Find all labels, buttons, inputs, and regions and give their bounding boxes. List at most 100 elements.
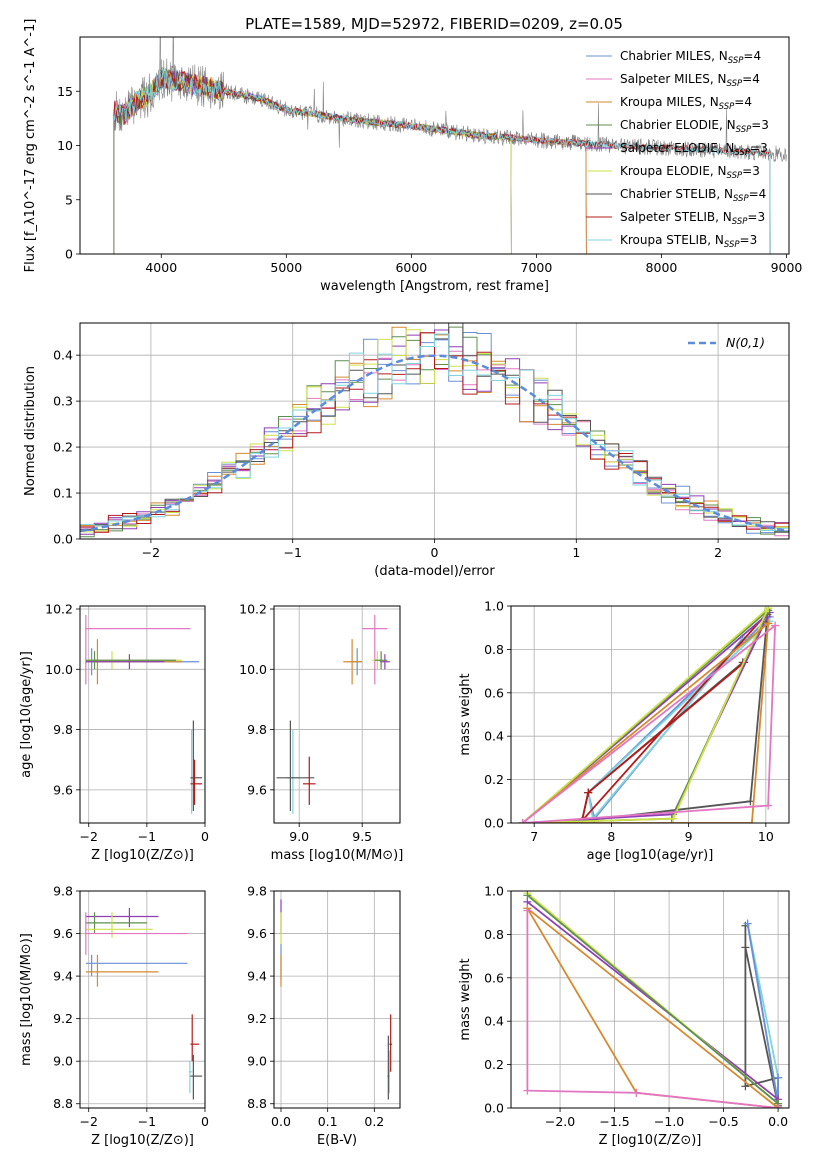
y-tick-label: 1.0 (484, 884, 504, 899)
x-tick-label: 0.0 (768, 1114, 788, 1129)
weight-line-kroupa-elodie (521, 607, 769, 823)
weight-line-salpeter-miles (526, 910, 779, 1108)
y-tick-label: 0.6 (484, 970, 504, 985)
y-tick-label: 9.4 (247, 969, 267, 984)
legend-sub: SSP (732, 217, 748, 227)
x-tick-label: 5000 (270, 260, 302, 275)
x-axis-label: mass [log10(M/M⊙)] (271, 848, 404, 863)
y-tick-label: 9.6 (53, 926, 73, 941)
x-tick-label: 2 (714, 545, 722, 560)
legend-label: Chabrier MILES, NSSP=4 (620, 49, 761, 66)
legend-sep: , N (702, 95, 719, 109)
weight-line-chabrier-miles (746, 923, 779, 1105)
weight-line-kroupa-stelib (587, 620, 771, 820)
x-axis-label: Z [log10(Z/Z⊙)] (599, 1133, 702, 1148)
legend-nssp: 4 (759, 187, 767, 201)
legend-name: Salpeter STELIB (620, 210, 715, 224)
legend-eq: = (749, 187, 759, 201)
x-tick-label: 8 (607, 829, 615, 844)
y-axis-label: age [log10(age/yr)] (19, 651, 34, 778)
axes-spectrum: 4000 5000 6000 7000 8000 9000 0 5 10 15 wavelength… (23, 19, 803, 294)
x-axis-label: (data-model)/error (374, 564, 495, 579)
x-tick-label: 10 (758, 829, 774, 844)
model-line-chabrier-elodie (113, 67, 512, 254)
legend-nssp: 3 (752, 164, 760, 178)
y-tick-label: 9.6 (247, 926, 267, 941)
legend-name: Kroupa STELIB (620, 233, 707, 247)
y-axis-label: Normed distribution (23, 366, 38, 496)
y-tick-label: 9.8 (247, 884, 267, 899)
y-tick-label: 9.2 (247, 1011, 267, 1026)
axes-frame (79, 605, 206, 824)
y-tick-label: 9.2 (53, 1011, 73, 1026)
y-tick-label: 9.6 (247, 782, 267, 797)
mass_vs_EBV-plot-area (280, 899, 393, 1100)
y-tick-label: 0.1 (53, 486, 73, 501)
y-tick-label: 0.6 (484, 685, 504, 700)
y-tick-label: 0.4 (484, 1014, 504, 1029)
x-tick-label: −1 (283, 545, 301, 560)
legend-name: Chabrier ELODIE (620, 118, 719, 132)
x-tick-label: −2 (80, 829, 98, 844)
y-tick-label: 8.8 (247, 1096, 267, 1111)
legend-nssp: 3 (761, 118, 769, 132)
legend-label: Salpeter MILES, NSSP=4 (620, 72, 760, 89)
legend-name: Chabrier STELIB (620, 187, 716, 201)
axes-age_vs_Z: −2 −1 0 9.6 9.8 10.0 10.2 Z [log10(Z/Z⊙)] age [l… (19, 602, 209, 863)
y-tick-label: 10.2 (45, 602, 73, 617)
y-tick-label: 0.2 (484, 1057, 504, 1072)
legend-nssp: 4 (744, 95, 752, 109)
y-tick-label: 15 (57, 84, 73, 99)
legend-label: N(0,1) (726, 335, 765, 350)
y-tick-label: 0.0 (484, 1101, 504, 1116)
mass_weight_vs_age-plot-area (518, 606, 780, 823)
residual-histogram-kroupa-elodie (80, 329, 789, 533)
y-tick-label: 0.3 (53, 394, 73, 409)
legend-sub: SSP (727, 171, 743, 181)
spectrum-legend: Chabrier MILES, NSSP=4 Salpeter MILES, NS… (586, 49, 769, 250)
weight-line-salpeter-miles (521, 624, 776, 823)
legend-eq: = (751, 118, 761, 132)
y-tick-label: 0 (65, 247, 73, 262)
y-tick-label: 8.8 (53, 1096, 73, 1111)
y-tick-label: 9.8 (53, 722, 73, 737)
y-axis-label: mass [log10(M/M⊙)] (19, 933, 34, 1066)
legend-sep: , N (707, 233, 724, 247)
legend-sep: , N (716, 187, 733, 201)
legend-nssp: 3 (757, 210, 765, 224)
x-axis-label: wavelength [Angstrom, rest frame] (320, 279, 549, 294)
x-tick-label: 0.0 (271, 1114, 291, 1129)
model-line-kroupa-elodie (113, 72, 512, 254)
x-tick-label: −0.5 (708, 1114, 738, 1129)
x-axis-label: Z [log10(Z/Z⊙)] (91, 1133, 194, 1148)
y-tick-label: 0.8 (484, 642, 504, 657)
x-tick-label: 0.2 (364, 1114, 384, 1129)
x-tick-label: 0 (431, 545, 439, 560)
axes-age_vs_mass: 9.0 9.5 9.6 9.8 10.0 10.2 mass [log10(M/M⊙)] (239, 602, 403, 863)
mass_weight_vs_Z-plot-area (523, 891, 783, 1108)
x-tick-label: −1.5 (599, 1114, 629, 1129)
figure-title: PLATE=1589, MJD=52972, FIBERID=0209, z=0… (245, 15, 623, 33)
x-tick-label: −2 (142, 545, 160, 560)
y-tick-label: 9.6 (53, 782, 73, 797)
age_vs_Z-plot-area (85, 615, 203, 814)
legend-label: Kroupa STELIB, NSSP=3 (620, 233, 757, 250)
x-axis-label: age [log10(age/yr)] (587, 848, 714, 863)
x-tick-label: −1 (138, 829, 156, 844)
legend-sep: , N (719, 118, 736, 132)
y-tick-label: 0.2 (53, 440, 73, 455)
legend-sub: SSP (728, 56, 744, 66)
x-tick-label: −1 (138, 1114, 156, 1129)
x-axis-label: Z [log10(Z/Z⊙)] (91, 848, 194, 863)
legend-sep: , N (715, 210, 732, 224)
axes-frame (510, 605, 790, 824)
legend-eq: = (740, 233, 750, 247)
legend-label: Salpeter ELODIE, NSSP=3 (620, 141, 768, 158)
x-tick-label: 7 (530, 829, 538, 844)
x-tick-label: 9000 (771, 260, 803, 275)
y-tick-label: 0.4 (53, 348, 73, 363)
y-tick-label: 10 (57, 138, 73, 153)
x-tick-label: 4000 (145, 260, 177, 275)
y-tick-label: 0.2 (484, 772, 504, 787)
